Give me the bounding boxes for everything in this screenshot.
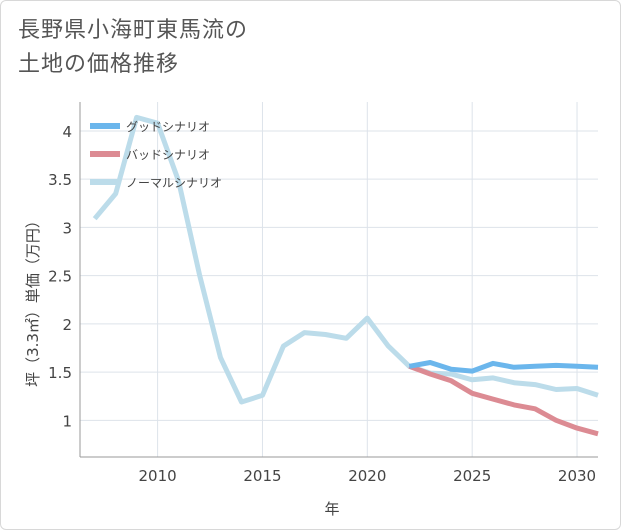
legend-label: ノーマルシナリオ [126,176,222,190]
x-tick-label: 2010 [139,467,177,485]
series-line-0 [408,360,599,374]
series-line-2 [92,114,599,405]
x-tick-label: 2015 [243,467,281,485]
grid [80,102,598,457]
y-tick-label: 3.5 [48,171,72,189]
chart-title: 長野県小海町東馬流の 土地の価格推移 [18,14,248,82]
y-axis-label: 坪（3.3㎡）単価（万円） [24,213,42,387]
x-axis-label: 年 [324,500,339,518]
y-tick-label: 1.5 [48,364,72,382]
series-line-1 [408,363,599,437]
chart-title-line2: 土地の価格推移 [18,52,180,77]
x-tick-label: 2030 [558,467,596,485]
y-tick-label: 1 [62,412,72,430]
axes [79,102,598,458]
y-tick-label: 2.5 [48,268,72,286]
y-tick-label: 3 [62,219,72,237]
y-tick-labels: 1 1.5 2 2.5 3 3.5 4 [48,123,72,430]
legend-label: バッドシナリオ [126,148,210,162]
legend-label: グッドシナリオ [126,120,210,134]
series-lines [92,114,599,437]
y-tick-label: 2 [62,316,72,334]
x-tick-label: 2020 [348,467,386,485]
x-tick-label: 2025 [453,467,491,485]
plot-area [80,102,598,457]
x-tick-labels: 2010 2015 2020 2025 2030 [139,467,597,485]
y-tick-label: 4 [62,123,72,141]
chart-title-line1: 長野県小海町東馬流の [18,18,249,43]
